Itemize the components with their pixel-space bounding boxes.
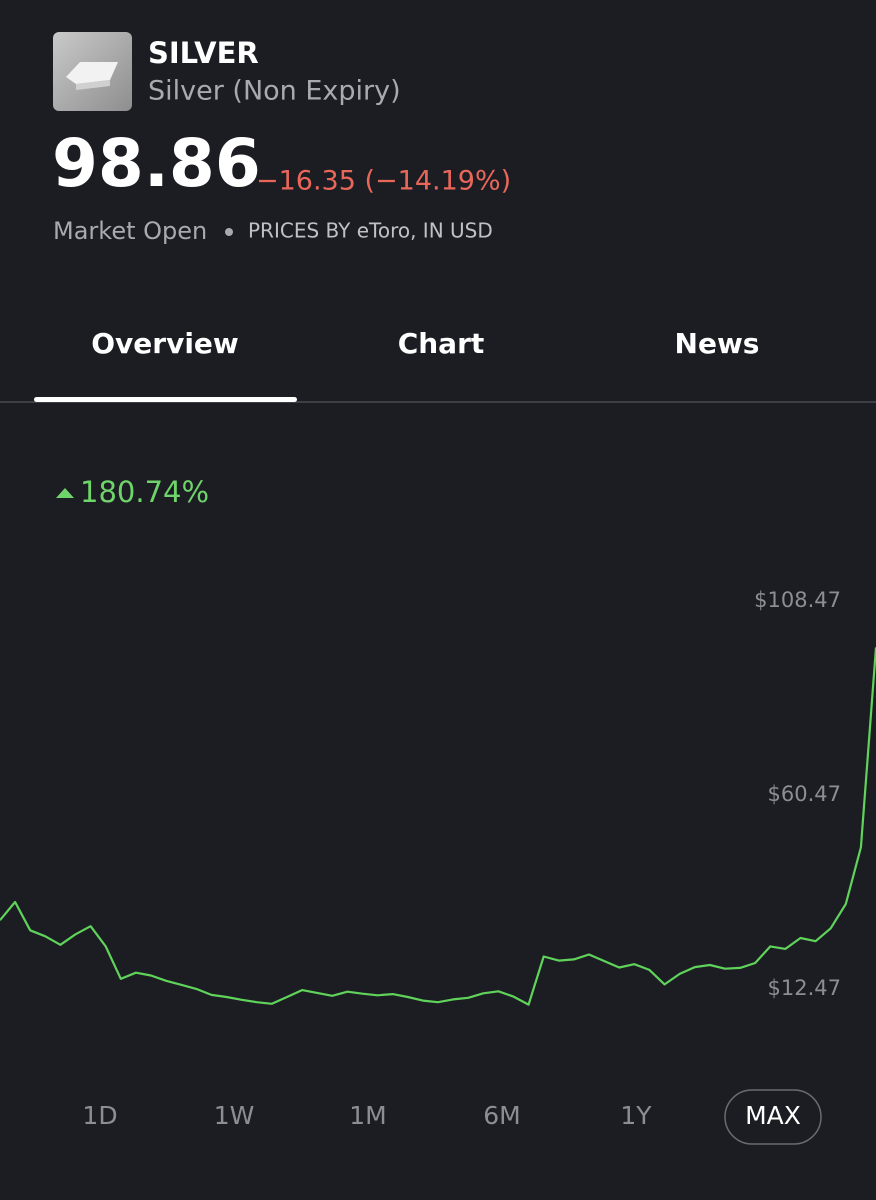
price: 98.86: [52, 125, 261, 202]
tab-indicator: [34, 397, 297, 402]
range-selected-outline: [724, 1089, 822, 1145]
up-arrow: [56, 488, 74, 498]
tab[interactable]: Overview: [91, 327, 239, 360]
price-source: PRICES BY eToro, IN USD: [248, 219, 493, 243]
range-button[interactable]: MAX: [745, 1101, 801, 1130]
price-change: −16.35 (−14.19%): [256, 166, 511, 197]
asset-icon: [53, 32, 132, 111]
y-tick-label: $60.47: [768, 782, 841, 806]
price-line: [0, 647, 876, 1006]
separator-dot: [225, 228, 233, 236]
asset-symbol: SILVER: [148, 36, 259, 70]
range-button[interactable]: 1M: [349, 1101, 386, 1130]
market-status: Market Open: [53, 217, 207, 245]
asset-name: Silver (Non Expiry): [148, 76, 401, 107]
range-button[interactable]: 1W: [214, 1101, 255, 1130]
range-selector: 1D 1W 1M 6M 1Y MAX: [82, 1101, 800, 1130]
tab[interactable]: News: [675, 327, 760, 360]
range-button[interactable]: 1D: [82, 1101, 117, 1130]
y-tick-label: $12.47: [768, 976, 841, 1000]
period-change: 180.74%: [80, 475, 209, 509]
range-button[interactable]: 1Y: [620, 1101, 652, 1130]
plot: $12.47 $60.47 $108.47: [0, 588, 876, 1006]
range-button[interactable]: 6M: [483, 1101, 520, 1130]
y-tick-label: $108.47: [754, 588, 841, 612]
tab[interactable]: Chart: [398, 327, 485, 360]
